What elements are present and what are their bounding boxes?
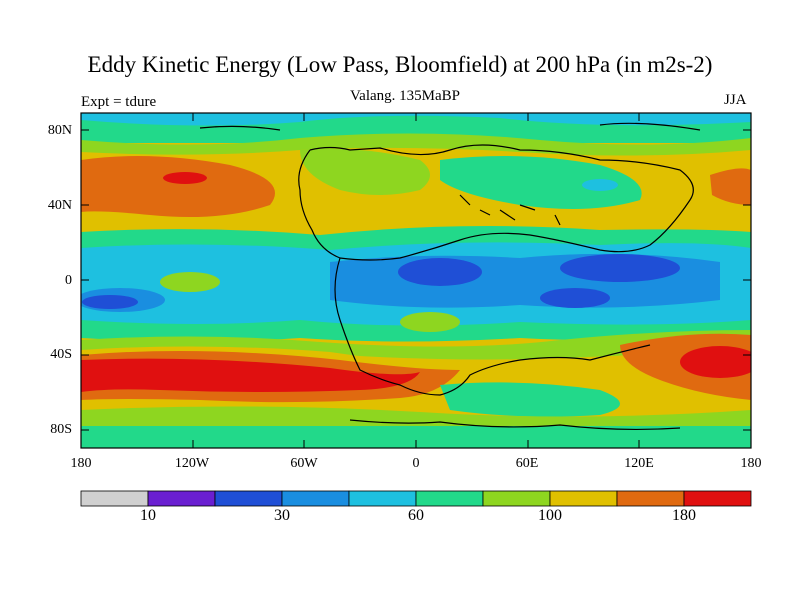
asia-green: [440, 156, 642, 209]
colorbar-label-100: 100: [538, 507, 562, 524]
axis-ticks: [80, 113, 752, 448]
colorbar-swatch: [549, 490, 618, 507]
colorbar-swatch: [683, 490, 752, 507]
colorbar-swatch: [214, 490, 283, 507]
colorbar-swatch: [348, 490, 417, 507]
lat-label-40n: 40N: [47, 198, 72, 213]
tropical-blue-west: [398, 258, 482, 286]
lat-label-80s: 80S: [50, 422, 72, 437]
antarctic-lightgreen: [81, 406, 751, 430]
indian-ocean-red: [680, 346, 751, 378]
experiment-label: Expt = tdure: [81, 94, 157, 110]
south-america-africa-coast: [334, 257, 651, 396]
colorbar-label-10: 10: [140, 507, 156, 524]
contour-field: [81, 113, 751, 448]
coastlines: [199, 122, 701, 431]
lon-label-60w: 60W: [290, 456, 318, 471]
period-label: Valang. 135MaBP: [350, 88, 460, 104]
colorbar: [80, 490, 752, 507]
pacific-blue: [82, 295, 138, 309]
arctic-lightgreen: [81, 133, 751, 156]
north-pacific-red: [163, 172, 207, 184]
asia-islands-coast: [459, 194, 561, 226]
colorbar-swatch: [147, 490, 216, 507]
season-label: JJA: [724, 92, 747, 108]
map-title: Eddy Kinetic Energy (Low Pass, Bloomfiel…: [87, 52, 713, 77]
tropical-blue-south: [540, 288, 610, 308]
colorbar-swatch: [80, 490, 149, 507]
antarctica-coast: [349, 419, 681, 431]
lon-label-180e: 180: [740, 456, 762, 471]
southern-lightgreen: [81, 330, 751, 360]
lon-label-180w: 180: [70, 456, 92, 471]
colorbar-swatch: [616, 490, 685, 507]
lon-label-120e: 120E: [624, 456, 654, 471]
colorbar-label-30: 30: [274, 507, 290, 524]
lat-label-0: 0: [65, 273, 72, 288]
colorbar-swatch: [482, 490, 551, 507]
lat-label-80n: 80N: [47, 123, 72, 138]
pangea-north-coast: [298, 144, 694, 261]
lon-label-60e: 60E: [515, 456, 539, 471]
southern-green: [440, 382, 620, 417]
colorbar-swatch: [415, 490, 484, 507]
europe-green: [300, 148, 430, 195]
arctic-cyan: [81, 113, 751, 126]
colorbar-label-180: 180: [672, 507, 696, 524]
tropical-lightgreen-patch: [160, 272, 220, 292]
lat-label-40s: 40S: [50, 347, 72, 362]
asia-cyan: [582, 179, 618, 191]
colorbar-label-60: 60: [408, 507, 424, 524]
colorbar-swatch: [281, 490, 350, 507]
tropical-blue-east: [560, 254, 680, 282]
north-pacific-orange: [81, 156, 275, 218]
lon-label-0: 0: [412, 456, 420, 471]
southern-red: [81, 358, 420, 392]
lon-label-120w: 120W: [174, 456, 210, 471]
arctic-coast: [199, 122, 701, 131]
antarctic-green: [81, 426, 751, 448]
north-atlantic-orange: [710, 168, 751, 205]
southern-tropic-lightgreen: [400, 312, 460, 332]
